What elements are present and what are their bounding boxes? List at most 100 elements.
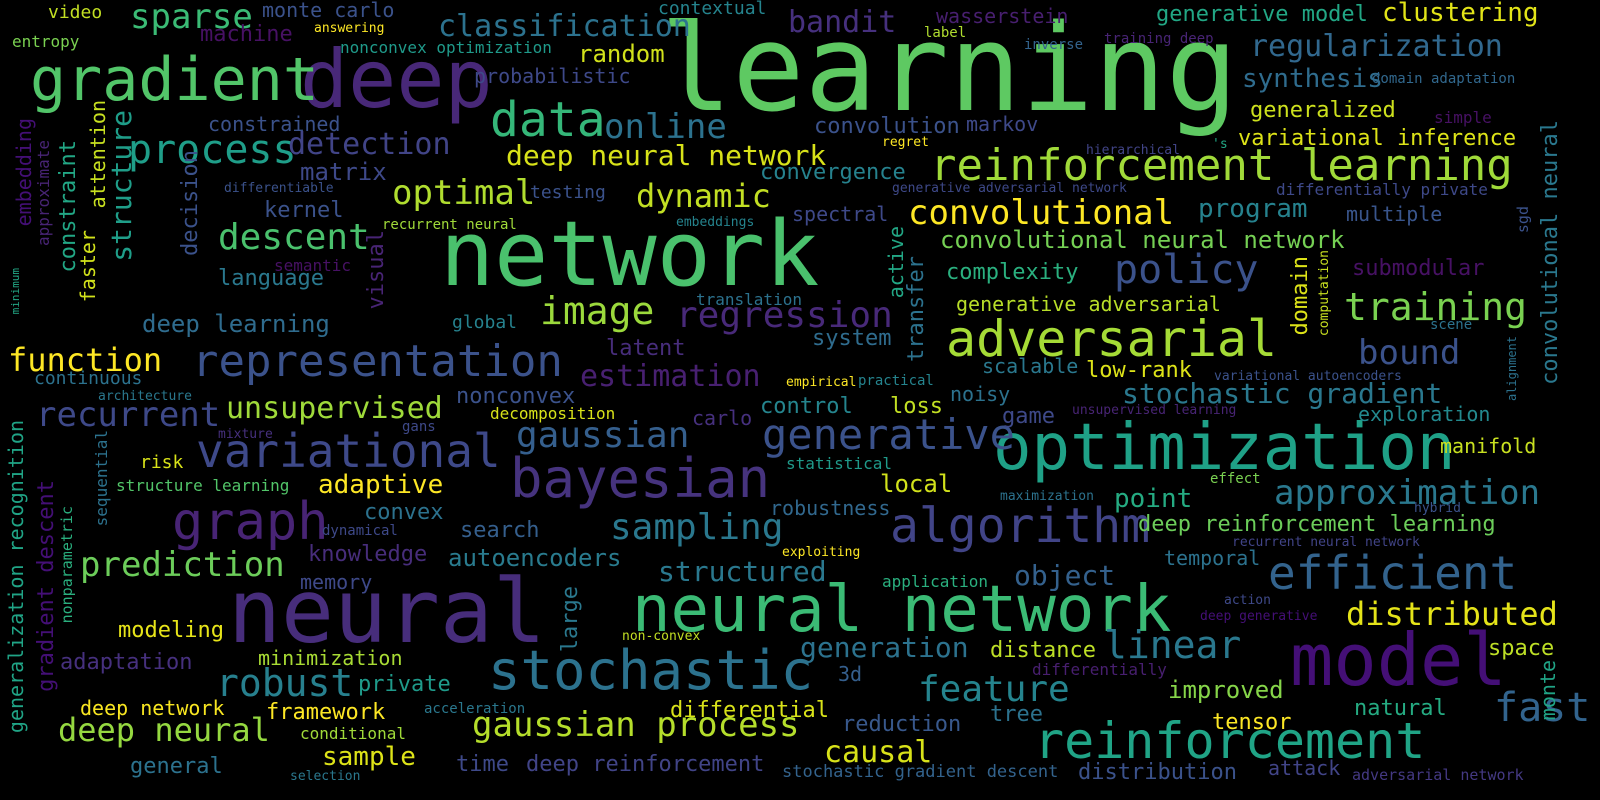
word: network [440, 202, 820, 307]
word: active [884, 226, 908, 299]
word: graph [172, 492, 329, 552]
word: random [578, 40, 665, 68]
word: manifold [1440, 434, 1537, 458]
word: generative [762, 410, 1015, 459]
word: low-rank [1086, 358, 1192, 383]
word: deep neural [58, 711, 270, 749]
word: policy [1114, 247, 1259, 293]
word: effect [1210, 471, 1261, 487]
word: practical [858, 373, 934, 389]
word: deep reinforcement [526, 752, 765, 777]
word: global [452, 312, 518, 333]
word: computation [1317, 250, 1332, 337]
word: entropy [12, 32, 80, 51]
word: conditional [300, 724, 406, 743]
word: tensor [1212, 710, 1292, 735]
word: large [558, 586, 583, 653]
word: decision [178, 150, 203, 256]
word: generative adversarial network [892, 181, 1127, 196]
word: linear [1104, 623, 1242, 667]
word: minimum [9, 268, 22, 315]
word: stochastic [488, 639, 814, 702]
word: convolutional [908, 193, 1175, 233]
word: data [490, 92, 606, 148]
word: unsupervised [226, 391, 443, 426]
word: answering [314, 21, 385, 36]
word: maximization [1000, 489, 1094, 504]
word: algorithm [890, 498, 1151, 554]
word: mixture [218, 427, 273, 442]
word: visual [364, 230, 389, 310]
word: approximation [1274, 473, 1541, 513]
word: convolutional neural [1538, 120, 1563, 385]
word: transfer [904, 256, 929, 362]
word: generative model [1156, 2, 1368, 27]
word: adversarial [946, 310, 1278, 368]
word: autoencoders [448, 544, 622, 572]
word: probabilistic [474, 64, 631, 88]
word: domain adaptation [1372, 71, 1516, 87]
word: domain [1288, 256, 1313, 336]
word: markov [966, 112, 1039, 136]
word: contextual [658, 0, 767, 19]
word: kernel [264, 198, 344, 223]
word: risk [140, 452, 184, 473]
word: convolution [814, 114, 960, 139]
word: structure learning [116, 476, 290, 495]
word: program [1198, 194, 1308, 224]
word: deep learning [142, 310, 330, 338]
word: recurrent [36, 395, 221, 435]
word: wasserstein [936, 4, 1069, 28]
word: exploration [1358, 402, 1491, 426]
word: reduction [842, 712, 962, 737]
word: dynamic [636, 177, 771, 215]
word: gaussian process [472, 705, 800, 745]
word: descent [218, 217, 370, 258]
word: framework [266, 700, 386, 725]
word: scene [1430, 317, 1473, 333]
word: differential [670, 698, 829, 723]
word: scalable [982, 354, 1079, 378]
word: 's [1212, 137, 1228, 152]
word: variational inference [1238, 126, 1517, 151]
word: local [880, 470, 953, 498]
word: improved [1168, 676, 1284, 704]
word: constrained [208, 112, 341, 136]
word: minimization [258, 646, 403, 670]
word: differentially [1032, 660, 1167, 679]
word: deep neural network [506, 139, 827, 172]
word: sampling [610, 507, 784, 548]
word: gans [402, 419, 436, 435]
word: structure [105, 110, 138, 262]
word: carlo [692, 406, 753, 430]
word: temporal [1164, 546, 1261, 570]
word: robustness [770, 496, 891, 520]
word: gradient [30, 45, 319, 115]
word: distribution [1078, 760, 1237, 785]
word: representation [192, 336, 563, 387]
word: stochastic gradient [1122, 377, 1443, 410]
word: empirical [786, 375, 857, 390]
word: semantic [274, 256, 352, 275]
word: hybrid [1414, 501, 1461, 516]
word: adaptive [318, 470, 444, 500]
word: neural network [632, 573, 1172, 647]
word: hierarchical [1086, 143, 1180, 158]
word: constraint [56, 140, 81, 273]
word: distance [990, 638, 1096, 663]
word: point [1114, 484, 1193, 514]
word: feature [918, 669, 1070, 710]
word: variational [196, 424, 501, 478]
word: simple [1434, 108, 1492, 127]
word: memory [300, 570, 373, 594]
word: application [882, 572, 988, 591]
word: testing [530, 182, 606, 203]
word: bound [1358, 333, 1461, 373]
word: deep reinforcement learning [1138, 512, 1496, 537]
word: modeling [118, 618, 224, 643]
word: sample [322, 742, 416, 772]
word: private [358, 672, 451, 697]
word: model [1290, 618, 1507, 702]
word: nonconvex optimization [340, 38, 552, 57]
